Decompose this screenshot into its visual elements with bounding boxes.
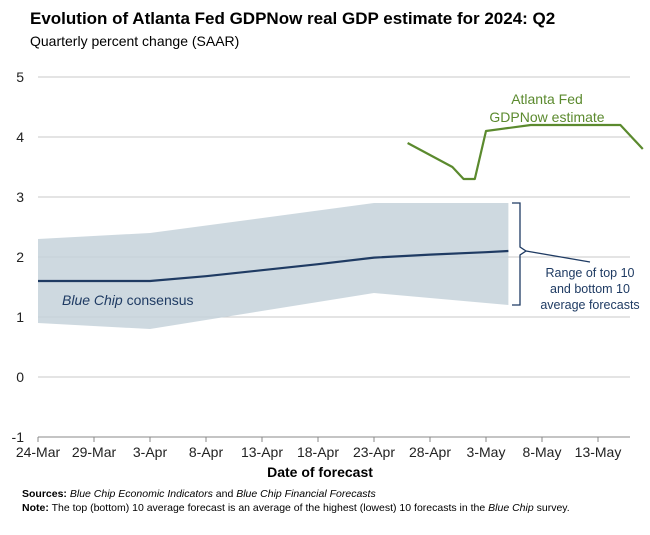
gdpnow-label-line1: Atlanta Fed: [511, 91, 583, 107]
chart-subtitle: Quarterly percent change (SAAR): [30, 33, 240, 49]
x-axis-title: Date of forecast: [267, 464, 373, 480]
range-label-line: and bottom 10: [550, 282, 630, 296]
sources-line: Sources: Blue Chip Economic Indicators a…: [22, 487, 622, 501]
range-label-line: Range of top 10: [546, 266, 635, 280]
sources-mid: and: [212, 488, 237, 500]
chart-title: Evolution of Atlanta Fed GDPNow real GDP…: [30, 9, 556, 28]
x-tick-label: 24-Mar: [16, 444, 61, 460]
consensus-label: Blue Chip consensus: [62, 292, 194, 308]
y-tick-label: -1: [12, 429, 25, 445]
chart: -1 0 1 2 3 4 5 24-Mar 29-Mar 3-Apr 8-Apr 13-Apr 18-A…: [12, 69, 644, 480]
x-tick-label: 23-Apr: [353, 444, 395, 460]
note-text-2: survey.: [533, 502, 570, 514]
y-tick-label: 1: [16, 309, 24, 325]
sources-label: Sources:: [22, 488, 67, 500]
x-tick-label: 8-May: [523, 444, 562, 460]
range-bracket: [512, 202, 528, 306]
y-tick-label: 0: [16, 369, 24, 385]
x-tick-label: 8-Apr: [189, 444, 224, 460]
y-tick-label: 4: [16, 129, 24, 145]
note-italic: Blue Chip: [488, 502, 534, 514]
gdpnow-label-line2: GDPNow estimate: [489, 109, 604, 125]
range-label-line: average forecasts: [540, 298, 639, 312]
x-tick-label: 13-May: [575, 444, 622, 460]
x-tick-label: 28-Apr: [409, 444, 451, 460]
x-tick-label: 3-May: [467, 444, 506, 460]
x-tick-label: 29-Mar: [72, 444, 117, 460]
range-leader-line: [525, 250, 591, 263]
range-band: [38, 203, 509, 329]
gdpnow-line: [407, 123, 644, 181]
consensus-line: [38, 249, 509, 283]
x-tick-label: 13-Apr: [241, 444, 283, 460]
x-tick-label: 3-Apr: [133, 444, 168, 460]
sources-title-1: Blue Chip Economic Indicators: [69, 488, 213, 500]
x-tick-label: 18-Apr: [297, 444, 339, 460]
note-text-1: The top (bottom) 10 average forecast is …: [48, 502, 489, 514]
note-line: Note: The top (bottom) 10 average foreca…: [22, 501, 622, 515]
y-tick-label: 2: [16, 249, 24, 265]
note-label: Note:: [22, 502, 49, 514]
chart-notes: Sources: Blue Chip Economic Indicators a…: [22, 487, 622, 515]
y-tick-label: 5: [16, 69, 24, 85]
sources-title-2: Blue Chip Financial Forecasts: [236, 488, 376, 500]
y-tick-label: 3: [16, 189, 24, 205]
